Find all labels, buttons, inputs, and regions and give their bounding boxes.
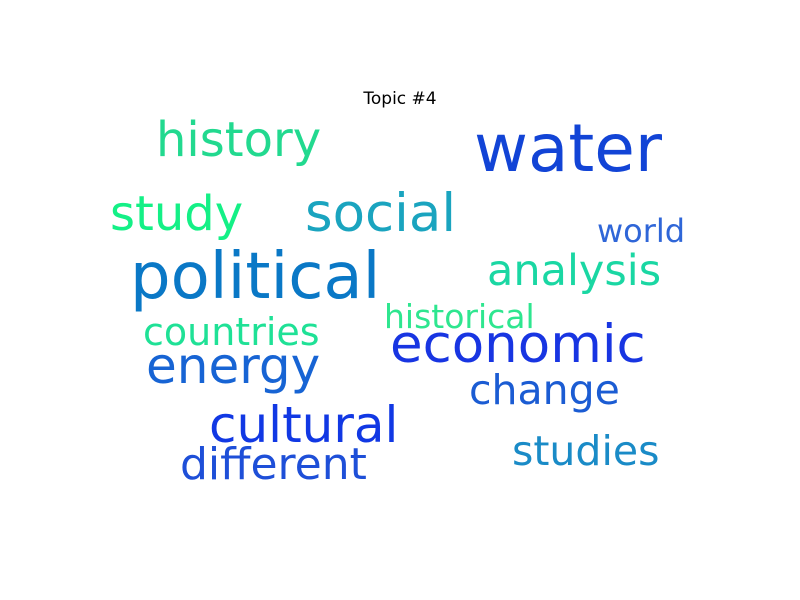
word-change: change	[469, 366, 620, 414]
word-historical: historical	[384, 297, 535, 336]
word-political: political	[130, 240, 381, 314]
word-analysis: analysis	[487, 246, 662, 296]
word-cultural: cultural	[209, 396, 399, 454]
word-study: study	[110, 186, 244, 242]
word-studies: studies	[512, 427, 660, 475]
word-world: world	[597, 212, 686, 250]
word-social: social	[305, 183, 457, 244]
word-history: history	[156, 112, 322, 168]
word-economic: economic	[390, 314, 646, 375]
word-countries: countries	[143, 310, 320, 354]
word-energy: energy	[146, 337, 321, 395]
word-water: water	[474, 110, 663, 187]
word-different: different	[180, 439, 367, 490]
chart-title: Topic #4	[363, 89, 437, 109]
